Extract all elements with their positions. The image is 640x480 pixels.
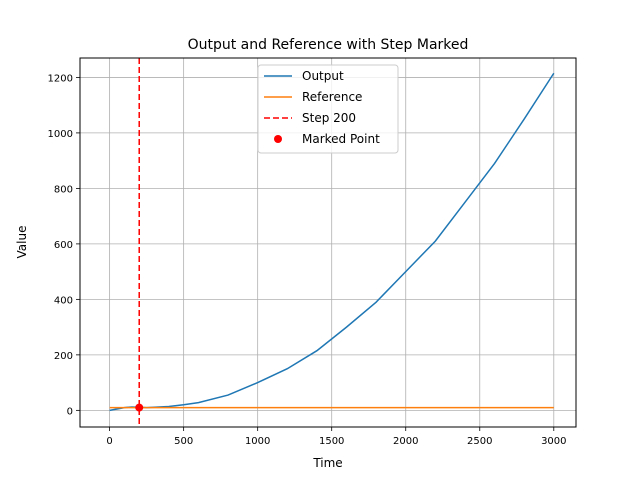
y-tick-label: 600 (54, 240, 73, 251)
legend-label: Reference (302, 90, 362, 104)
x-axis-label: Time (312, 456, 342, 470)
legend-box (257, 64, 399, 154)
y-axis-label: Value (15, 226, 29, 259)
y-tick-label: 200 (54, 351, 73, 362)
y-tick-label: 800 (54, 184, 73, 195)
x-tick-label: 3000 (541, 436, 566, 447)
legend-label: Output (302, 69, 344, 83)
plot-area (109, 58, 555, 427)
x-tick-label: 2000 (393, 436, 418, 447)
x-tick-label: 1500 (319, 436, 344, 447)
y-tick-label: 0 (67, 406, 73, 417)
x-tick-label: 500 (174, 436, 193, 447)
legend-swatch (274, 135, 282, 143)
legend-label: Marked Point (302, 132, 380, 146)
axes-frame (79, 57, 577, 428)
chart-title: Output and Reference with Step Marked (188, 37, 469, 53)
y-tick-label: 1200 (48, 73, 73, 84)
y-axis: 0 200 400 600 800 1000 1200 (48, 73, 80, 417)
legend-label: Step 200 (302, 111, 356, 125)
y-tick-label: 1000 (48, 129, 73, 140)
y-tick-label: 400 (54, 295, 73, 306)
x-tick-label: 2500 (467, 436, 492, 447)
marked-point (135, 403, 144, 412)
legend: Output Reference Step 200 Marked Point (257, 64, 399, 154)
x-tick-label: 0 (106, 436, 112, 447)
x-axis: 0 500 1000 1500 2000 2500 3000 (106, 427, 567, 447)
x-tick-label: 1000 (245, 436, 270, 447)
